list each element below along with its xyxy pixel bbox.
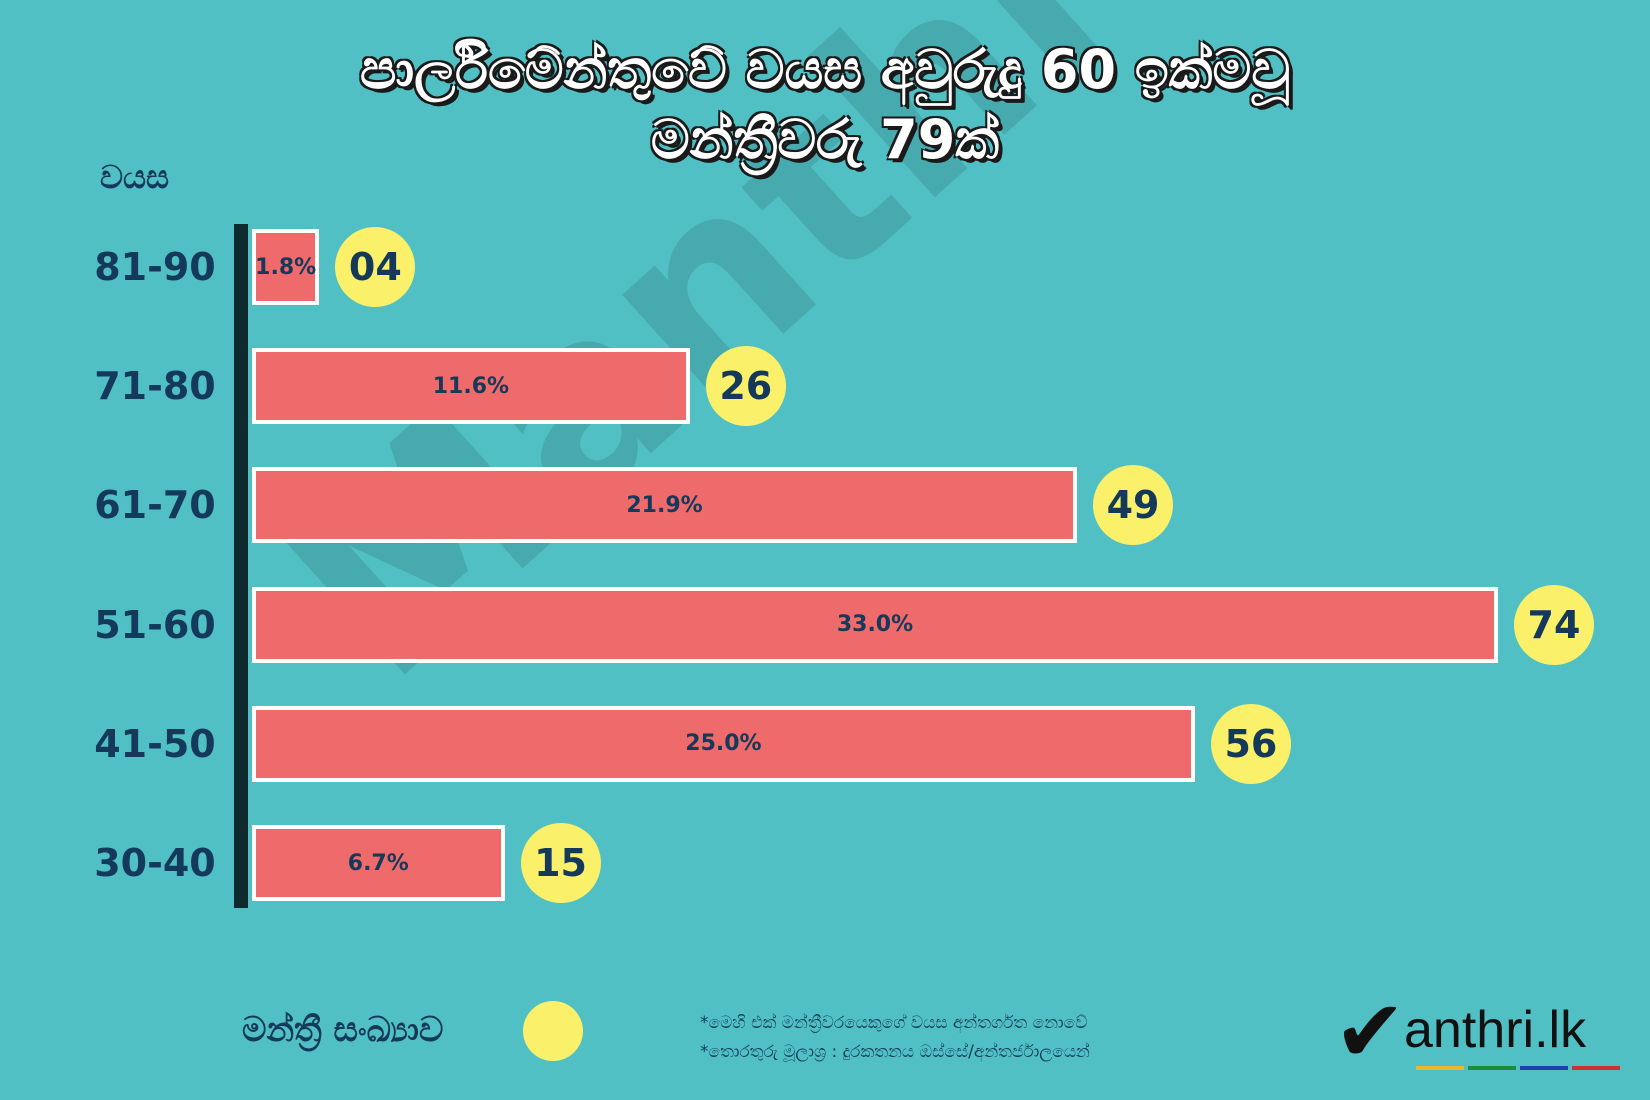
category-label: 71-80 [94, 364, 216, 409]
logo-stripe [1468, 1066, 1516, 1070]
count-label: 74 [1514, 584, 1594, 665]
percent-label: 6.7% [347, 850, 409, 876]
count-label: 56 [1210, 703, 1291, 784]
category-label: 81-90 [94, 245, 216, 289]
footnote: *මෙහි එක් මන්ත්‍රීවරයෙකුගේ වයස අන්තර්ගත … [700, 1013, 1088, 1033]
logo-stripe [1572, 1066, 1620, 1070]
chart-title-line2: මන්ත්‍රීවරු 79ක් [650, 108, 1000, 171]
legend-swatch [523, 1001, 583, 1061]
category-label: 41-50 [94, 721, 216, 766]
y-axis-line [234, 224, 248, 908]
bar: 21.9% [252, 467, 1078, 544]
y-axis-label: වයස [100, 158, 170, 196]
category-label: 61-70 [94, 483, 216, 528]
count-label: 49 [1093, 465, 1174, 546]
bar: 33.0% [252, 586, 1498, 663]
bar: 1.8% [252, 229, 320, 305]
logo-stripes [1416, 1066, 1620, 1070]
percent-label: 33.0% [836, 612, 914, 638]
percent-label: 1.8% [255, 254, 317, 280]
bar: 25.0% [252, 705, 1195, 782]
bar: 6.7% [252, 825, 505, 901]
bar: 11.6% [252, 348, 690, 425]
percent-label: 21.9% [626, 492, 703, 518]
count-label: 04 [335, 227, 416, 307]
checkmark-icon: ✔ [1334, 982, 1407, 1082]
legend-label: මන්ත්‍රී සංඛ්‍යාව [242, 1010, 444, 1050]
logo-stripe [1416, 1066, 1464, 1070]
percent-label: 25.0% [685, 731, 762, 757]
category-label: 51-60 [94, 602, 216, 647]
category-label: 30-40 [94, 841, 216, 885]
chart-title-line1: පාර්ලිමේන්තුවේ වයස අවුරුදු 60 ඉක්මවූ [359, 38, 1291, 101]
percent-label: 11.6% [432, 373, 510, 399]
source-note: *තොරතුරු මූලාශ්‍ර : දුරකතනය ඔස්සේ/අන්තර්… [700, 1042, 1090, 1062]
count-label: 26 [705, 346, 786, 427]
logo-text: anthri.lk [1404, 1001, 1587, 1059]
logo-stripe [1520, 1066, 1568, 1070]
manthri-logo: ✔ anthri.lk [1334, 982, 1624, 1082]
count-label: 15 [520, 823, 601, 903]
